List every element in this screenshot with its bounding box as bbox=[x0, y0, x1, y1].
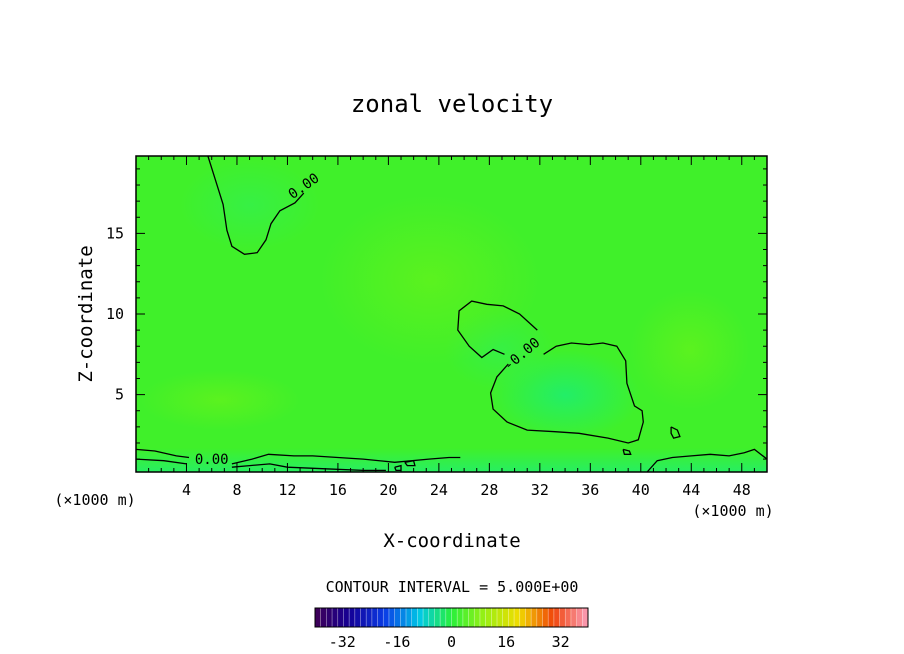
contour-line-10 bbox=[404, 459, 416, 467]
x-tick-label: 40 bbox=[632, 481, 650, 499]
y-axis-label: Z-coordinate bbox=[75, 245, 97, 382]
x-tick-label: 20 bbox=[379, 481, 397, 499]
colorbar-bin bbox=[491, 608, 498, 627]
colorbar-bin bbox=[383, 608, 390, 627]
contour-line-6 bbox=[489, 342, 644, 444]
colorbar-label: -32 bbox=[329, 633, 356, 651]
colorbar-label: 16 bbox=[497, 633, 515, 651]
field-shade-warm-left bbox=[140, 370, 300, 430]
contour-line-7 bbox=[646, 448, 767, 472]
contour-line-9 bbox=[622, 448, 632, 455]
x-tick-label: 8 bbox=[232, 481, 241, 499]
colorbar-bin bbox=[354, 608, 361, 627]
x-tick-labels: 4 8 12 16 20 24 28 32 36 40 44 48 bbox=[182, 481, 751, 499]
colorbar-bin bbox=[315, 608, 321, 627]
x-tick-label: 12 bbox=[278, 481, 296, 499]
colorbar-bin bbox=[360, 608, 367, 627]
contour-line-2 bbox=[136, 458, 187, 465]
contour-interval-text: CONTOUR INTERVAL = 5.000E+00 bbox=[326, 578, 579, 596]
y-tick-label: 10 bbox=[106, 305, 124, 323]
contour-line-5 bbox=[457, 300, 538, 359]
colorbar-bin bbox=[474, 608, 481, 627]
x-tick-label: 24 bbox=[430, 481, 448, 499]
colorbar-labels: -32 -16 0 16 32 bbox=[329, 633, 570, 651]
colorbar-bin bbox=[514, 608, 521, 627]
x-unit-left: (×1000 m) bbox=[54, 491, 135, 509]
colorbar-bin bbox=[423, 608, 430, 627]
colorbar-bin bbox=[434, 608, 441, 627]
colorbar-bin bbox=[326, 608, 333, 627]
y-tick-labels: 5 10 15 bbox=[106, 224, 124, 403]
colorbar-bin bbox=[508, 608, 515, 627]
plot-area bbox=[136, 156, 767, 472]
colorbar-bin bbox=[411, 608, 418, 627]
colorbar-bin bbox=[366, 608, 373, 627]
colorbar-bin bbox=[576, 608, 583, 627]
x-tick-label: 44 bbox=[682, 481, 700, 499]
colorbar-bin bbox=[428, 608, 435, 627]
colorbar-bin bbox=[497, 608, 503, 627]
field-shade-warm-center bbox=[320, 195, 540, 365]
field-shade-warm-right bbox=[630, 290, 750, 410]
colorbar-bin bbox=[343, 608, 350, 627]
colorbar-bin bbox=[531, 608, 538, 627]
colorbar-bin bbox=[570, 608, 577, 627]
colorbar-bin bbox=[349, 608, 356, 627]
colorbar-bin bbox=[536, 608, 543, 627]
colorbar-bin bbox=[388, 608, 395, 627]
x-tick-label: 36 bbox=[581, 481, 599, 499]
colorbar-bin bbox=[462, 608, 469, 627]
colorbar bbox=[314, 608, 589, 627]
colorbar-bin bbox=[479, 608, 486, 627]
colorbar-bin bbox=[451, 608, 458, 627]
colorbar-bin bbox=[542, 608, 549, 627]
colorbar-bin bbox=[394, 608, 401, 627]
colorbar-bin bbox=[377, 608, 384, 627]
axis-ticks bbox=[136, 156, 767, 472]
colorbar-bin bbox=[519, 608, 526, 627]
colorbar-bin bbox=[559, 608, 566, 627]
colorbar-bin bbox=[525, 608, 532, 627]
colorbar-frame bbox=[314, 607, 589, 628]
colorbar-bin bbox=[468, 608, 475, 627]
colorbar-bin bbox=[417, 608, 424, 627]
contour-line-8 bbox=[670, 426, 681, 439]
contour-line-0 bbox=[207, 156, 305, 255]
colorbar-bin bbox=[582, 608, 589, 627]
x-tick-label: 16 bbox=[329, 481, 347, 499]
field-shade-upper-left bbox=[180, 160, 320, 250]
colorbar-bin bbox=[485, 608, 492, 627]
colorbar-bin bbox=[400, 608, 407, 627]
colorbar-label: -16 bbox=[383, 633, 410, 651]
colorbar-bin bbox=[445, 608, 452, 627]
colorbar-bin bbox=[337, 608, 344, 627]
colorbar-bin bbox=[502, 608, 509, 627]
colorbar-bin bbox=[457, 608, 464, 627]
colorbar-bin bbox=[332, 608, 339, 627]
x-axis-label: X-coordinate bbox=[383, 530, 520, 552]
x-unit-right: (×1000 m) bbox=[692, 502, 773, 520]
colorbar-bin bbox=[440, 608, 447, 627]
colorbar-bin bbox=[565, 608, 572, 627]
y-tick-label: 15 bbox=[106, 224, 124, 242]
chart-title: zonal velocity bbox=[351, 90, 553, 118]
x-tick-label: 48 bbox=[733, 481, 751, 499]
colorbar-bin bbox=[406, 608, 412, 627]
x-tick-label: 32 bbox=[531, 481, 549, 499]
colorbar-bin bbox=[548, 608, 555, 627]
colorbar-bin bbox=[320, 608, 327, 627]
y-tick-label: 5 bbox=[115, 386, 124, 404]
x-tick-label: 4 bbox=[182, 481, 191, 499]
colorbar-bin bbox=[371, 608, 378, 627]
contour-line-3 bbox=[231, 453, 461, 465]
colorbar-label: 32 bbox=[552, 633, 570, 651]
colorbar-label: 0 bbox=[447, 633, 456, 651]
colorbar-bin bbox=[553, 608, 560, 627]
contour-label: 0.00 bbox=[195, 452, 229, 468]
contour-line-1 bbox=[136, 448, 190, 459]
x-tick-label: 28 bbox=[480, 481, 498, 499]
